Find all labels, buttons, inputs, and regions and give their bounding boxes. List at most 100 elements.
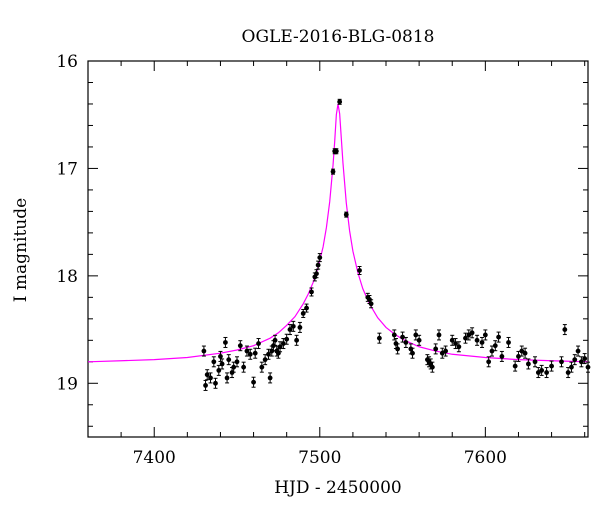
data-point [213, 377, 218, 389]
data-point [277, 341, 283, 353]
point-marker [284, 336, 290, 342]
chart-title: OGLE-2016-BLG-0818 [242, 27, 435, 47]
data-point [304, 303, 309, 313]
data-point [266, 348, 271, 360]
point-marker [300, 311, 306, 316]
point-marker [357, 268, 362, 273]
point-marker [259, 364, 265, 370]
point-marker [368, 301, 374, 307]
point-marker [201, 348, 207, 354]
data-point [559, 356, 564, 368]
x-axis: 7400 7500 7600 [87, 61, 586, 468]
data-point [376, 332, 382, 344]
data-point [231, 361, 237, 373]
data-point [211, 356, 217, 368]
point-marker [413, 332, 419, 338]
point-marker [575, 348, 581, 354]
point-marker [429, 364, 435, 370]
data-point [259, 361, 265, 373]
point-marker [403, 340, 409, 345]
point-marker [559, 359, 564, 365]
point-marker [315, 262, 321, 268]
point-marker [231, 364, 237, 370]
data-point [223, 336, 228, 348]
data-point [204, 369, 210, 381]
y-tick-label: 18 [56, 267, 78, 287]
data-point [234, 356, 240, 368]
data-point [539, 364, 545, 376]
point-marker [234, 359, 240, 365]
data-point [357, 265, 362, 275]
point-marker [333, 148, 339, 154]
point-marker [237, 343, 243, 349]
data-point [287, 324, 293, 336]
point-marker [256, 341, 261, 346]
point-marker [453, 341, 458, 346]
data-point [330, 168, 336, 175]
data-point [290, 320, 296, 332]
point-marker [436, 332, 442, 338]
data-point [284, 333, 290, 345]
data-point [512, 360, 518, 372]
point-marker [290, 323, 296, 329]
plot-frame [87, 60, 589, 438]
data-point [224, 372, 230, 384]
data-point [247, 348, 253, 360]
data-point [244, 345, 250, 357]
data-point [578, 356, 584, 368]
point-marker [241, 364, 247, 370]
data-point [300, 308, 306, 318]
point-marker [400, 334, 405, 340]
point-marker [287, 327, 293, 332]
point-marker [585, 364, 591, 370]
point-marker [204, 372, 210, 378]
data-point [492, 340, 498, 352]
data-point [575, 345, 581, 357]
plot-border [87, 60, 589, 438]
data-point [403, 336, 409, 348]
point-marker [297, 325, 303, 330]
point-marker [532, 359, 538, 365]
data-point [569, 361, 574, 373]
y-tick-label: 19 [56, 374, 78, 394]
data-point [532, 356, 538, 368]
data-point [267, 372, 273, 384]
point-marker [330, 169, 336, 175]
point-marker [474, 337, 480, 343]
data-point [317, 253, 323, 263]
point-marker [343, 212, 349, 218]
point-marker [572, 357, 578, 363]
data-point [256, 338, 261, 350]
data-point [315, 260, 321, 270]
point-marker [499, 354, 505, 359]
point-marker [512, 363, 518, 369]
point-marker [449, 337, 455, 343]
point-marker [247, 351, 253, 357]
data-point [572, 354, 578, 366]
data-point [252, 347, 258, 359]
point-marker [578, 359, 584, 365]
point-marker [244, 348, 250, 354]
data-point [216, 364, 222, 376]
data-point [499, 350, 505, 362]
data-point [272, 334, 278, 346]
data-point [525, 358, 531, 370]
data-point [294, 334, 300, 346]
data-points [201, 98, 591, 391]
point-marker [569, 364, 574, 370]
x-axis-label: HJD - 2450000 [274, 478, 402, 498]
point-marker [262, 357, 268, 363]
point-marker [482, 332, 488, 338]
data-point [333, 148, 339, 155]
point-marker [223, 340, 228, 345]
point-marker [224, 375, 230, 381]
data-point [436, 329, 442, 341]
point-marker [549, 363, 554, 369]
point-marker [266, 351, 271, 357]
point-marker [410, 350, 415, 356]
point-marker [486, 359, 492, 365]
data-point [469, 327, 475, 339]
data-point [429, 361, 435, 373]
point-marker [544, 370, 550, 375]
point-marker [433, 346, 439, 352]
